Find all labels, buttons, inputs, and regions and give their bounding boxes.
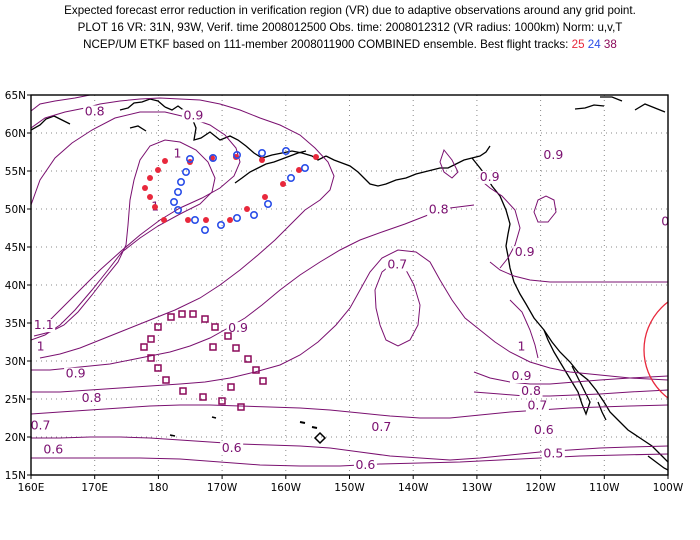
contour-label-bg xyxy=(478,170,502,184)
lon-tick-label: 170W xyxy=(207,482,238,494)
contour-label-bg xyxy=(659,215,668,229)
contour-label-bg xyxy=(181,109,205,123)
flight-track-24-markers xyxy=(170,147,309,235)
lat-tick-label: 50N xyxy=(5,204,26,216)
contour-label: 0.9 xyxy=(512,368,532,383)
contour-label-bg xyxy=(525,399,549,413)
title-line-3: NCEP/UM ETKF based on 111-member 2008011… xyxy=(0,36,700,53)
lat-tick-label: 40N xyxy=(5,280,26,292)
lon-tick-label: 100W xyxy=(653,482,684,494)
track-label-25: 25 xyxy=(571,38,585,51)
lon-tick-label: 180 xyxy=(148,482,168,494)
title-line-3-text: NCEP/UM ETKF based on 111-member 2008011… xyxy=(83,38,569,51)
lon-tick-label: 130W xyxy=(462,482,493,494)
axis-tick-labels: 160E 170E 180 170W 160W 150W 140W 130W 120W 110W 1… xyxy=(5,90,684,494)
title-line-1: Expected forecast error reduction in ver… xyxy=(64,4,636,17)
track-label-38: 38 xyxy=(603,38,617,51)
contour-label: 0.5 xyxy=(543,446,563,461)
contour-label-bg xyxy=(516,340,526,354)
lat-tick-label: 65N xyxy=(5,90,26,102)
lon-tick-label: 110W xyxy=(589,482,620,494)
contour-label: 0.8 xyxy=(429,202,449,217)
contour-label-bg xyxy=(519,385,543,399)
contour-label: 0.6 xyxy=(355,457,375,472)
lat-tick-label: 60N xyxy=(5,128,26,140)
lon-tick-label: 170E xyxy=(81,482,108,494)
contour-label: 0.7 xyxy=(31,417,51,432)
contour-label-bg xyxy=(427,203,451,217)
contour-label: 0.9 xyxy=(66,366,86,381)
map-title: Expected forecast error reduction in ver… xyxy=(0,2,700,53)
contour-label-bg xyxy=(220,442,244,456)
contour-label-bg xyxy=(509,370,533,383)
contour-label-bg xyxy=(41,443,65,457)
contour-label: 0.9 xyxy=(183,107,203,122)
lon-tick-label: 140W xyxy=(398,482,429,494)
lon-tick-label: 120W xyxy=(525,482,556,494)
lon-tick-label: 160W xyxy=(271,482,302,494)
lat-tick-label: 20N xyxy=(5,432,26,444)
contour-label: 0.9 xyxy=(543,147,563,162)
title-line-2: PLOT 16 VR: 31N, 93W, Verif. time 200801… xyxy=(77,21,623,34)
contour-label-bg xyxy=(83,105,107,119)
contour-label-bg xyxy=(369,420,393,434)
contour-label: 0.9 xyxy=(480,169,500,184)
lat-tick-label: 55N xyxy=(5,166,26,178)
contour-label: 1.1 xyxy=(34,317,54,332)
contour-label-bg xyxy=(353,458,377,472)
lat-tick-label: 15N xyxy=(5,470,26,482)
lat-tick-label: 30N xyxy=(5,356,26,368)
lon-tick-label: 160E xyxy=(18,482,45,494)
contour-label: 0.7 xyxy=(371,419,391,434)
contour-label-bg xyxy=(532,423,556,437)
lat-tick-label: 35N xyxy=(5,318,26,330)
contour-label-bg xyxy=(385,258,409,272)
contour-label-bg xyxy=(31,419,53,433)
flight-track-38-markers xyxy=(140,310,267,411)
track-label-24: 24 xyxy=(587,38,601,51)
contour-label-bg xyxy=(64,367,88,381)
contour-label-bg xyxy=(80,392,104,406)
contour-label: 1 xyxy=(174,145,182,160)
contour-label: 0.6 xyxy=(534,422,554,437)
contour-label: 0.7 xyxy=(527,398,547,413)
lat-tick-label: 45N xyxy=(5,242,26,254)
contour-label: 0.9 xyxy=(228,320,248,335)
contour-label-bg xyxy=(32,319,56,333)
lon-tick-label: 150W xyxy=(334,482,365,494)
contour-label: 1 xyxy=(37,338,45,353)
contour-label: 1 xyxy=(518,338,526,353)
contour-label-bg xyxy=(173,147,183,161)
contour-label-bg xyxy=(541,148,565,162)
flight-track-25-markers xyxy=(142,154,319,223)
lat-lon-grid xyxy=(31,95,668,475)
contour-labels: 0.80.9110.90.90.80.90.70.91.110.90.80.70… xyxy=(31,104,681,472)
lat-tick-label: 25N xyxy=(5,394,26,406)
contour-label-bg xyxy=(226,322,250,336)
contour-label: 0.9 xyxy=(515,244,535,259)
contour-label: 0.7 xyxy=(387,256,407,271)
contour-label-bg xyxy=(36,340,46,354)
contour-label: 0.8 xyxy=(521,383,541,398)
verification-region-circle xyxy=(643,301,668,399)
contour-label: 0.9 xyxy=(661,214,681,229)
coastlines xyxy=(31,96,668,471)
contour-label: 0.6 xyxy=(222,440,242,455)
contour-label-bg xyxy=(541,447,565,461)
contour-label: 0.6 xyxy=(43,442,63,457)
contour-label: 0.8 xyxy=(82,390,102,405)
contour-label-bg xyxy=(513,246,537,260)
contour-label: 0.8 xyxy=(85,104,105,119)
